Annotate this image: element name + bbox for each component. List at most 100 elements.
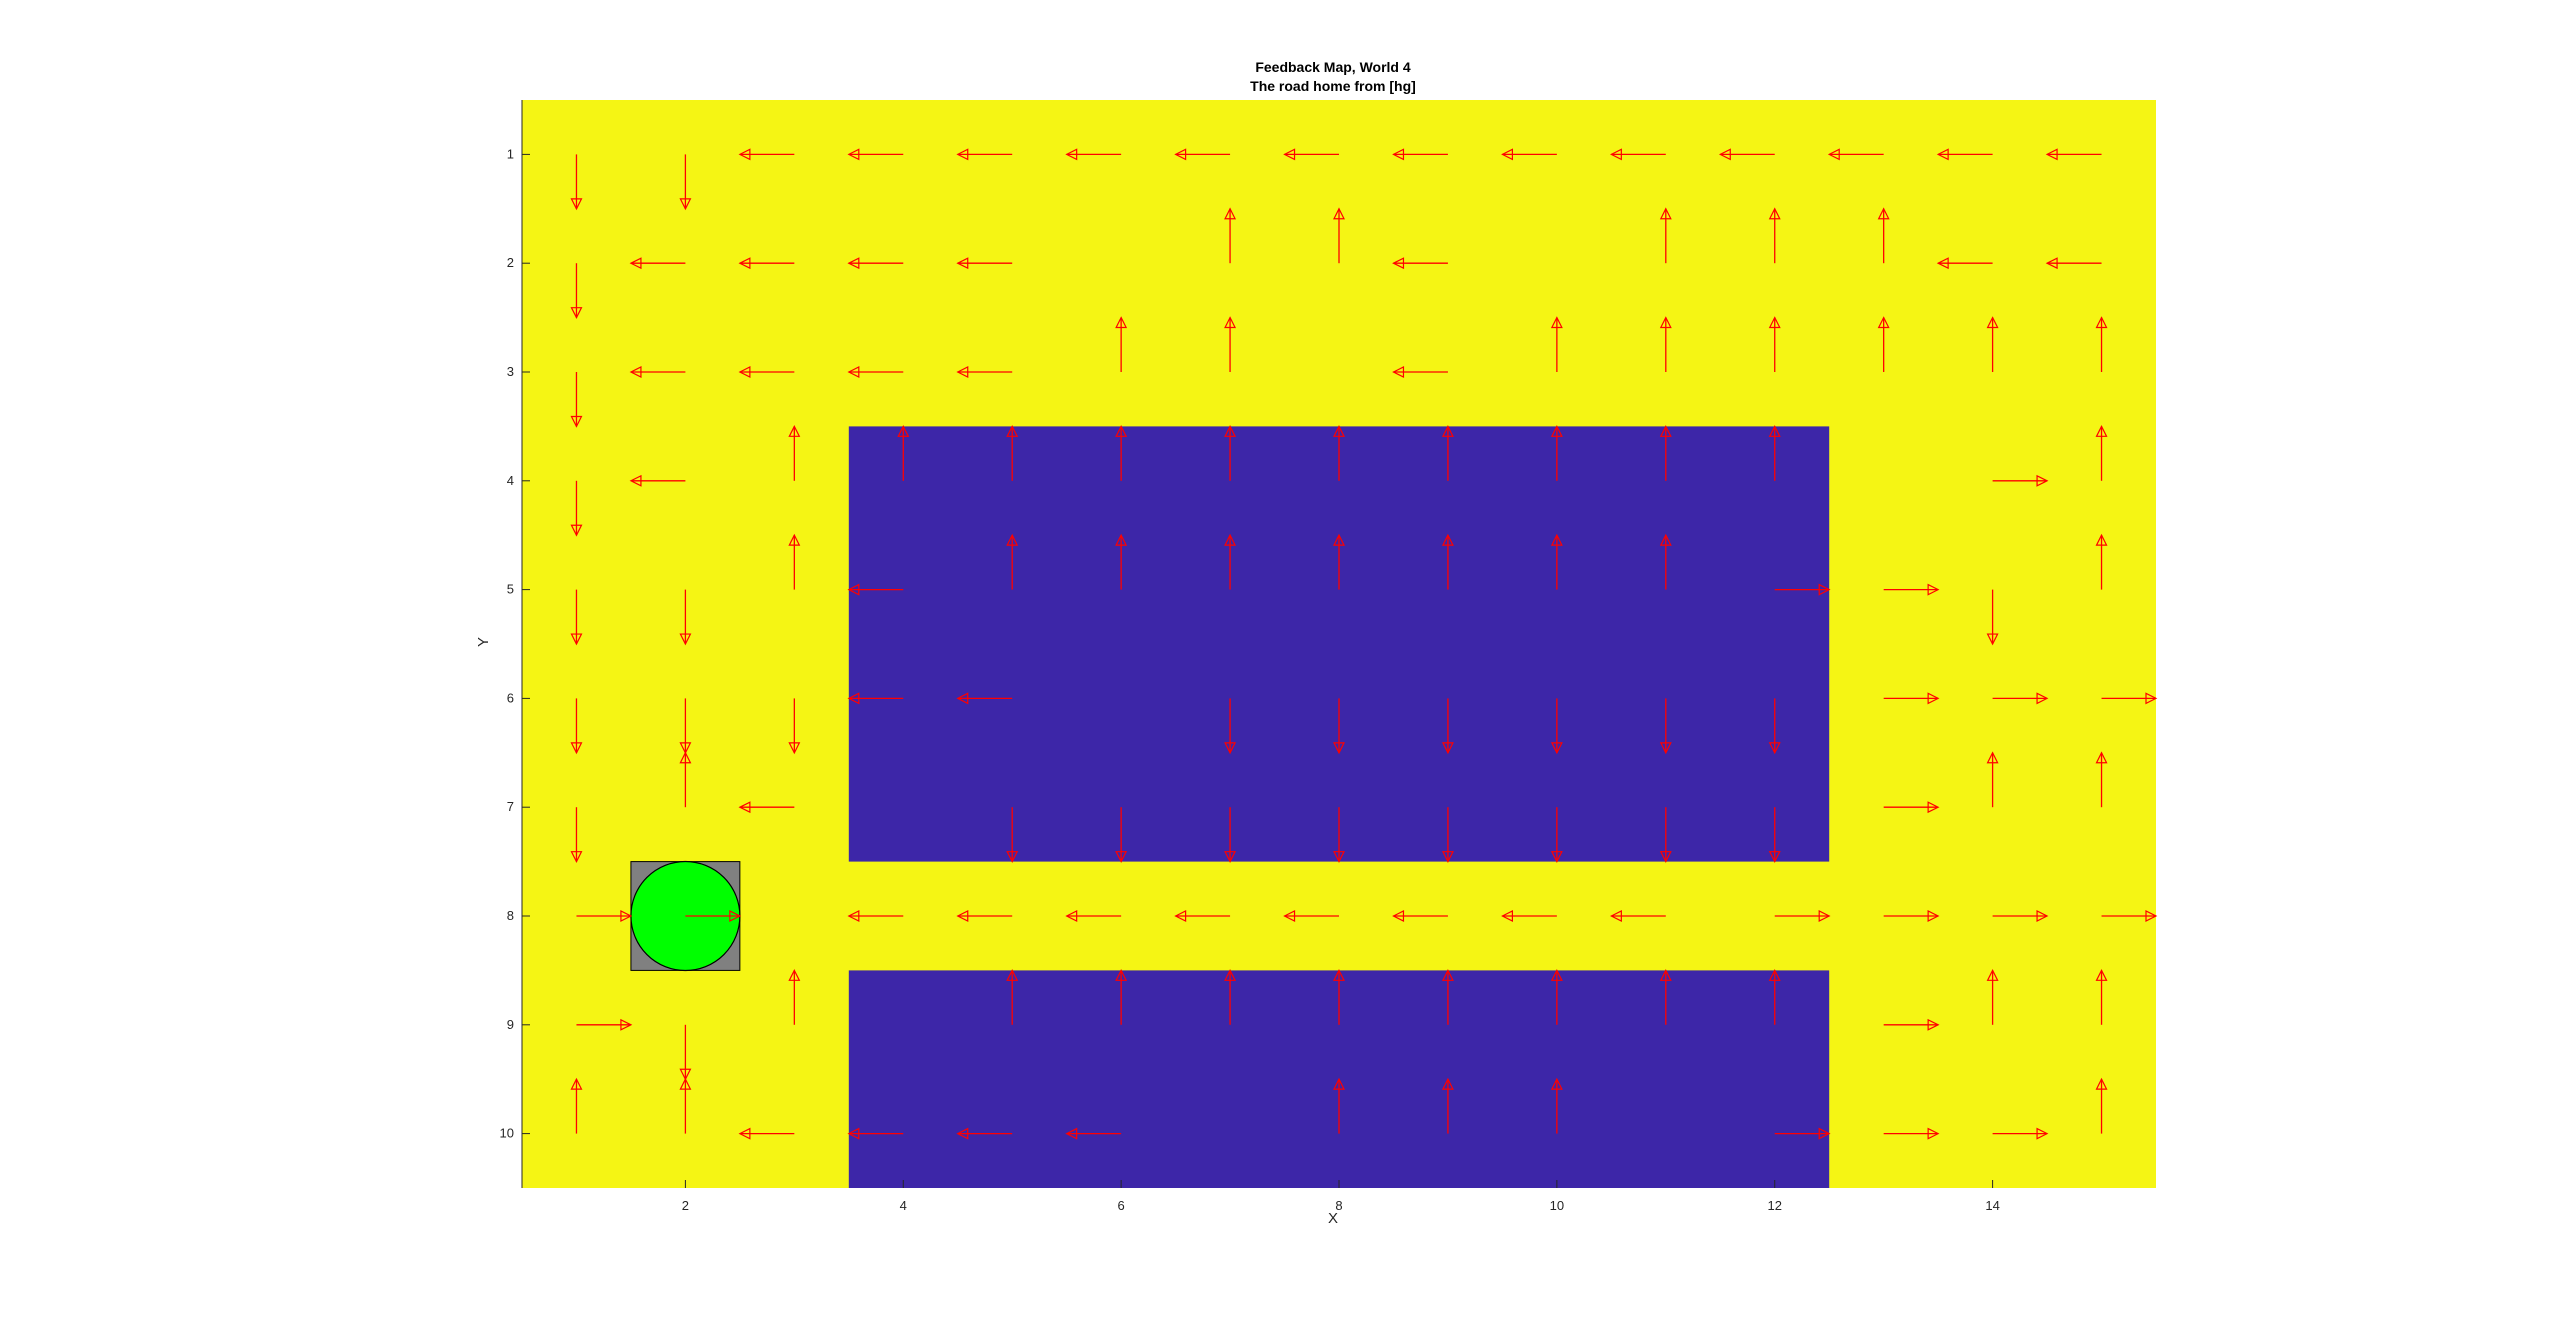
arrow-head bbox=[1927, 910, 1940, 922]
arrow-head bbox=[1224, 207, 1237, 220]
arrow-head bbox=[570, 307, 583, 320]
x-tick-label: 2 bbox=[682, 1198, 689, 1213]
feedback-arrow bbox=[738, 257, 795, 270]
arrow-head bbox=[2095, 1077, 2108, 1090]
feedback-arrow bbox=[1550, 968, 1563, 1025]
arrow-head bbox=[629, 474, 642, 487]
arrow-head bbox=[679, 742, 692, 755]
arrow-head bbox=[1550, 533, 1563, 546]
arrow-head bbox=[1609, 148, 1622, 161]
feedback-arrow bbox=[2101, 910, 2158, 922]
feedback-arrows bbox=[570, 148, 2158, 1140]
arrow-head bbox=[1550, 742, 1563, 755]
feedback-arrow bbox=[1877, 207, 1890, 264]
arrow-head bbox=[679, 198, 692, 211]
feedback-arrow bbox=[2095, 1077, 2108, 1134]
arrow-head bbox=[1333, 1077, 1345, 1090]
feedback-arrow bbox=[1550, 316, 1563, 372]
feedback-arrow bbox=[629, 474, 686, 487]
feedback-arrow bbox=[1883, 1127, 1940, 1140]
arrow-head bbox=[2036, 474, 2049, 487]
arrow-head bbox=[1283, 910, 1296, 922]
feedback-arrow bbox=[1392, 257, 1448, 270]
arrow-head bbox=[1659, 851, 1672, 864]
feedback-arrow bbox=[1224, 698, 1237, 755]
arrow-head bbox=[629, 366, 642, 378]
arrow-head bbox=[1659, 533, 1672, 546]
plot-area bbox=[521, 100, 2158, 1188]
feedback-arrow bbox=[788, 533, 801, 590]
feedback-arrow bbox=[1609, 148, 1666, 161]
feedback-arrow bbox=[1768, 207, 1781, 264]
arrow-head bbox=[1441, 742, 1454, 755]
y-tick-label: 9 bbox=[507, 1017, 514, 1032]
feedback-arrow bbox=[1174, 148, 1231, 161]
feedback-arrow bbox=[738, 148, 795, 161]
arrow-head bbox=[1827, 148, 1840, 161]
feedback-arrow bbox=[1333, 698, 1345, 755]
feedback-arrow bbox=[1768, 807, 1781, 864]
feedback-arrow bbox=[2095, 968, 2108, 1025]
arrow-head bbox=[956, 1127, 969, 1140]
arrow-head bbox=[1065, 148, 1078, 161]
feedback-arrow bbox=[847, 257, 904, 270]
arrow-head bbox=[1115, 316, 1128, 329]
feedback-arrow bbox=[956, 366, 1013, 378]
feedback-arrow bbox=[1501, 148, 1557, 161]
feedback-arrow bbox=[1774, 910, 1831, 922]
y-axis-label: Y bbox=[475, 637, 492, 647]
feedback-arrow bbox=[1115, 424, 1128, 481]
arrow-head bbox=[1174, 148, 1187, 161]
arrow-head bbox=[738, 257, 751, 270]
feedback-arrow bbox=[1768, 424, 1781, 481]
arrow-head bbox=[1333, 424, 1345, 437]
arrow-head bbox=[788, 533, 801, 546]
feedback-arrow bbox=[788, 968, 801, 1025]
x-tick-label: 14 bbox=[1985, 1198, 1999, 1213]
y-tick-label: 10 bbox=[500, 1126, 514, 1141]
arrow-head bbox=[897, 424, 910, 437]
x-axis-ticks: 2 4 6 8 10 12 14 bbox=[682, 1180, 2000, 1213]
feedback-arrow bbox=[1992, 474, 2049, 487]
feedback-arrow bbox=[1224, 424, 1237, 481]
feedback-arrow bbox=[847, 910, 904, 922]
feedback-arrow bbox=[956, 910, 1013, 922]
feedback-arrow bbox=[1774, 1127, 1831, 1140]
feedback-arrow bbox=[788, 698, 801, 755]
feedback-arrow bbox=[1986, 589, 1999, 646]
feedback-arrow bbox=[1936, 257, 1993, 270]
feedback-arrow bbox=[1224, 207, 1237, 264]
y-tick-label: 5 bbox=[507, 582, 514, 597]
arrow-head bbox=[1501, 148, 1514, 161]
arrow-head bbox=[1006, 851, 1019, 864]
arrow-head bbox=[2036, 692, 2049, 705]
feedback-arrow bbox=[1224, 968, 1237, 1025]
arrow-head bbox=[1224, 968, 1237, 981]
arrow-head bbox=[1818, 910, 1831, 922]
arrow-head bbox=[1550, 968, 1563, 981]
arrow-head bbox=[1224, 424, 1237, 437]
feedback-arrow bbox=[570, 154, 583, 211]
feedback-arrow bbox=[1392, 910, 1448, 922]
arrow-head bbox=[1718, 148, 1731, 161]
arrow-head bbox=[847, 257, 860, 270]
arrow-head bbox=[1174, 910, 1187, 922]
feedback-arrow bbox=[570, 372, 583, 428]
arrow-head bbox=[1283, 148, 1296, 161]
arrow-head bbox=[1441, 968, 1454, 981]
feedback-arrow bbox=[738, 1127, 795, 1140]
arrow-head bbox=[679, 751, 692, 764]
arrow-head bbox=[956, 366, 969, 378]
feedback-arrow bbox=[1441, 968, 1454, 1025]
arrow-head bbox=[1441, 533, 1454, 546]
feedback-arrow bbox=[1006, 807, 1019, 864]
feedback-arrow bbox=[570, 698, 583, 755]
arrow-head bbox=[1609, 910, 1622, 922]
feedback-arrow bbox=[1333, 1077, 1345, 1134]
y-tick-label: 2 bbox=[507, 255, 514, 270]
arrow-head bbox=[1224, 316, 1237, 329]
feedback-arrow bbox=[1659, 533, 1672, 590]
obstacle-block-1 bbox=[848, 426, 1830, 862]
arrow-head bbox=[1659, 424, 1672, 437]
x-tick-label: 8 bbox=[1335, 1198, 1342, 1213]
